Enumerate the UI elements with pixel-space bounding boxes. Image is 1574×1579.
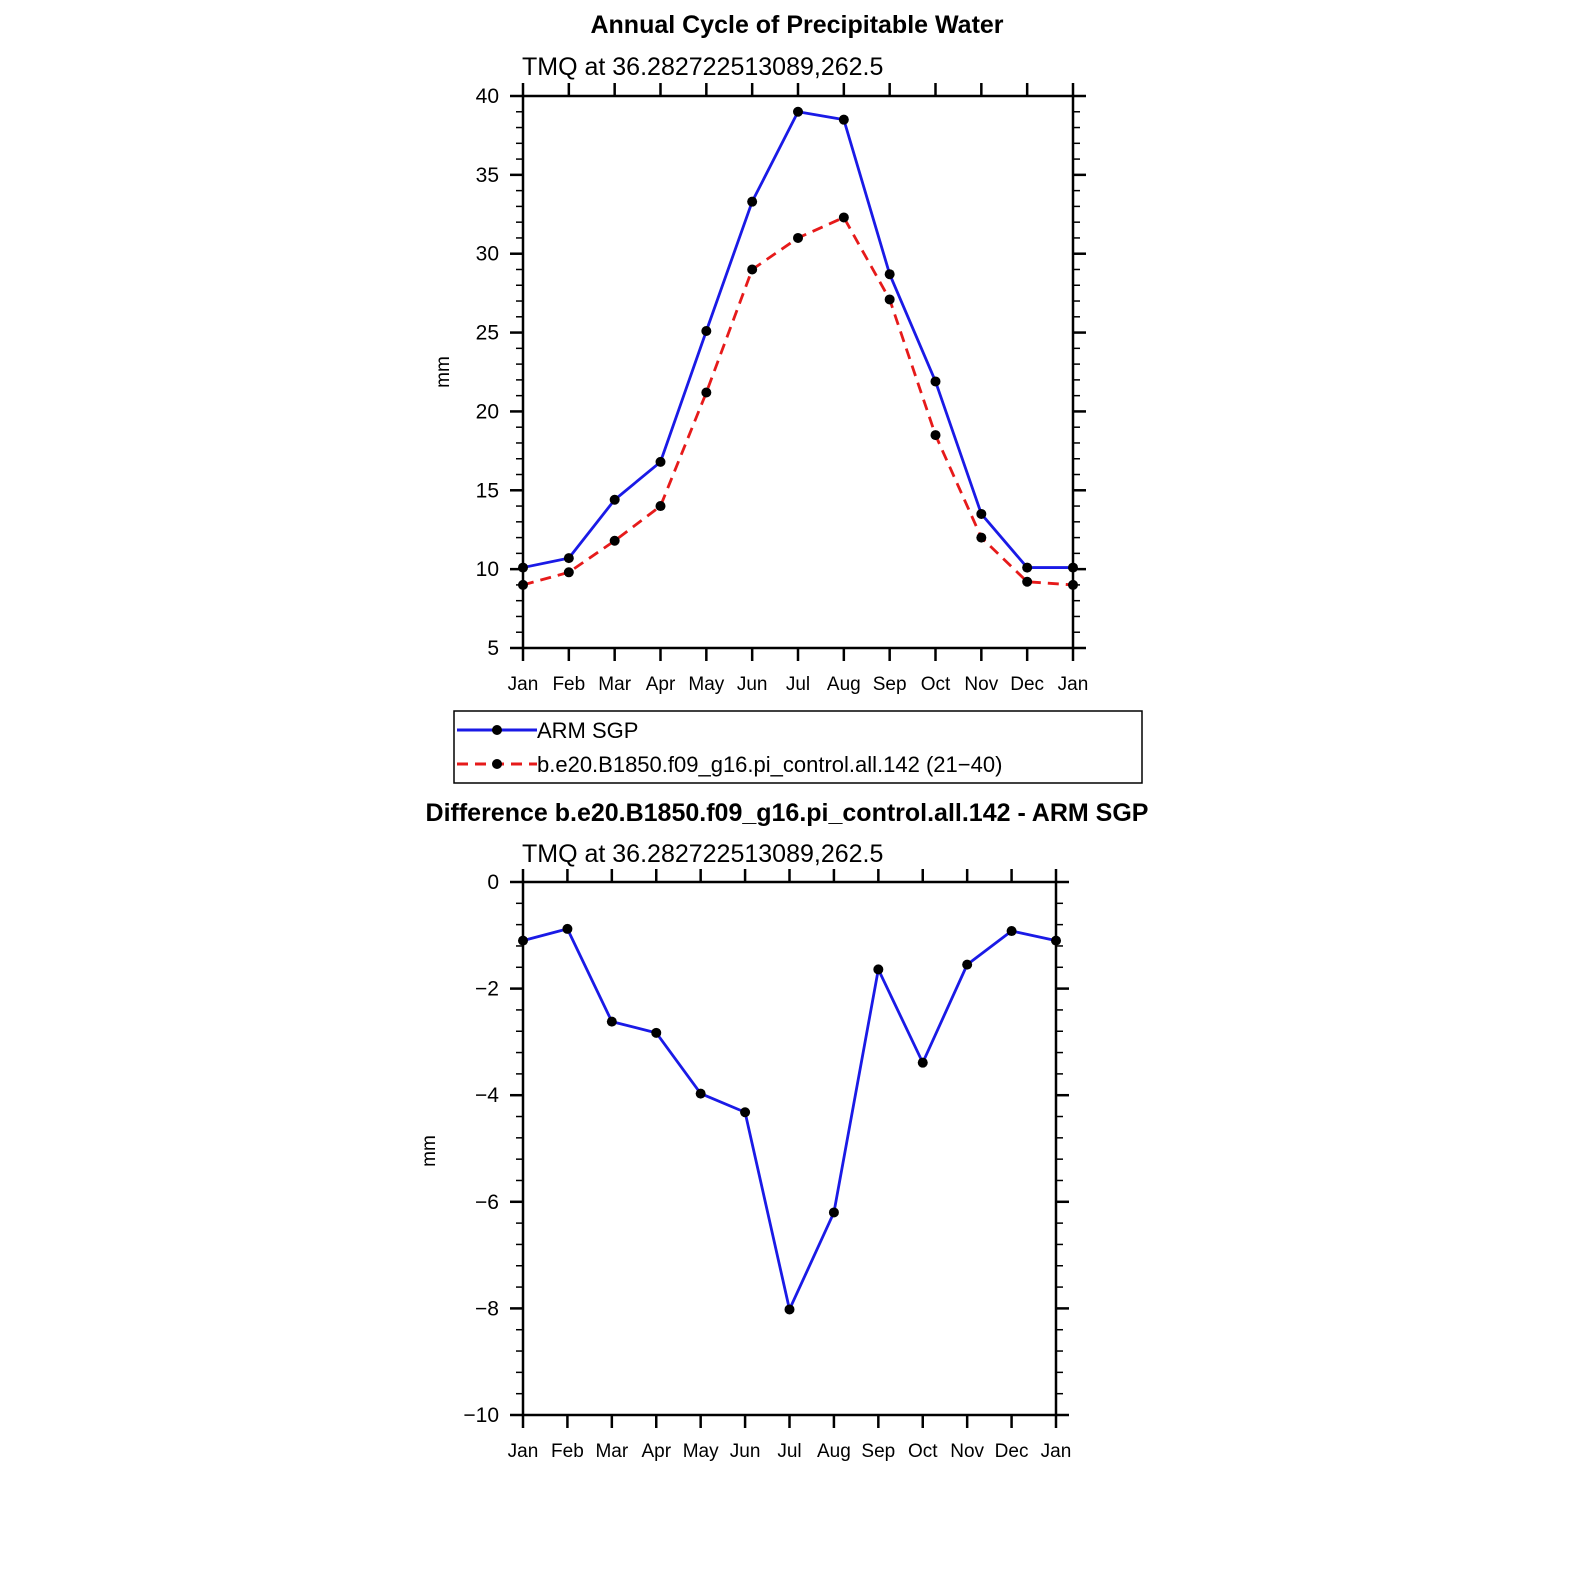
bottom-chart-series-line-0 [523,929,1056,1310]
bottom-chart-ylabel: mm [419,1135,440,1167]
bottom-chart-ytick-label: 0 [487,871,499,894]
top-chart-series-0-point [1068,563,1078,573]
bottom-chart-series-0-point [829,1207,839,1217]
chart-figure: Annual Cycle of Precipitable Water TMQ a… [0,0,1574,1574]
bottom-chart-ytick-label: −6 [475,1191,499,1214]
bottom-chart-plot: 0 −2 −4 −6 −8 −10 Jan Feb Mar Apr May Jun Jul Aug Sep O… [463,869,1071,1462]
top-chart-series-0-point [518,563,528,573]
top-chart-xtick-label: May [688,674,724,695]
bottom-chart-series-0-point [962,960,972,970]
top-chart-series-0-point [701,326,711,336]
top-chart-series-0-point [1022,563,1032,573]
top-chart-xtick-label: Jul [786,674,810,695]
top-chart-xtick-label: Apr [646,674,676,695]
bottom-chart-xtick-label: Feb [551,1441,584,1462]
bottom-chart-xtick-label: Jan [508,1441,539,1462]
top-chart-plot-frame [523,96,1073,648]
bottom-chart-plot-frame [523,882,1056,1415]
top-chart-series-0-point [885,269,895,279]
bottom-chart-ytick-label: −4 [475,1084,499,1107]
top-chart-xtick-label: Dec [1010,674,1044,695]
bottom-chart-xtick-label: Oct [908,1441,938,1462]
top-chart-series-1-point [839,212,849,222]
top-chart-xtick-label: Jan [1058,674,1089,695]
bottom-chart-title: Difference b.e20.B1850.f09_g16.pi_contro… [426,799,1149,827]
top-chart-series-0-point [564,553,574,563]
bottom-chart-series-0-point [518,936,528,946]
top-chart-series-1-point [885,294,895,304]
top-chart-xtick-label: Mar [598,674,631,695]
top-chart-series-1-point [518,580,528,590]
bottom-chart-series-0-point [873,964,883,974]
bottom-chart-series-0-point [740,1107,750,1117]
bottom-chart-series-0-point [651,1028,661,1038]
top-chart-ytick-label: 30 [476,243,499,266]
top-chart-xtick-label: Feb [552,674,585,695]
top-chart-ytick-label: 20 [476,400,499,423]
top-chart-series-0-point [656,457,666,467]
bottom-chart-xtick-label: Jul [777,1441,801,1462]
top-chart-series-0-point [976,509,986,519]
top-chart-series-0-point [747,197,757,207]
bottom-chart-series-0-point [785,1304,795,1314]
chart-canvas: Annual Cycle of Precipitable Water TMQ a… [0,0,1574,1574]
top-chart-ytick-label: 15 [476,479,499,502]
bottom-chart-xtick-label: May [683,1441,719,1462]
bottom-chart-series-0-point [607,1017,617,1027]
top-chart-series-1-point [1022,577,1032,587]
bottom-chart-xtick-label: Apr [641,1441,671,1462]
top-chart-series-0-point [793,107,803,117]
top-chart-series-line-1 [523,217,1073,584]
bottom-chart-subtitle: TMQ at 36.282722513089,262.5 [522,840,883,868]
bottom-chart-xtick-label: Dec [995,1441,1029,1462]
top-chart-series-1-point [793,233,803,243]
top-chart-plot: 5 10 15 20 25 30 35 40 Jan Feb Mar Apr May Jun Jul Aug S… [476,83,1089,695]
top-chart-xtick-label: Jun [737,674,768,695]
bottom-chart-series-0-point [1051,936,1061,946]
top-chart-xtick-label: Aug [827,674,861,695]
top-chart-series-1-point [656,501,666,511]
top-chart-series-0-point [839,115,849,125]
top-chart-series-1-point [610,536,620,546]
bottom-chart-xtick-label: Jan [1041,1441,1072,1462]
bottom-chart-ytick-label: −10 [463,1404,499,1427]
bottom-chart-series-0-point [918,1058,928,1068]
bottom-chart-series-0-point [696,1089,706,1099]
bottom-chart-series-0-point [562,924,572,934]
top-chart-title: Annual Cycle of Precipitable Water [590,11,1003,39]
top-chart-series-0-point [610,495,620,505]
top-chart-series-1-point [747,264,757,274]
top-chart-ytick-label: 25 [476,322,499,345]
top-chart-xtick-label: Sep [873,674,907,695]
bottom-chart-xtick-label: Nov [950,1441,984,1462]
top-chart-ylabel: mm [433,356,454,388]
top-chart-ytick-label: 40 [476,85,499,108]
legend-label-obs: ARM SGP [537,718,638,743]
top-chart-ytick-label: 35 [476,164,499,187]
legend-marker-model [492,759,502,769]
top-chart-series-1-point [1068,580,1078,590]
top-chart-series-1-point [976,533,986,543]
top-chart-series-1-point [931,430,941,440]
top-chart-ytick-label: 5 [487,637,499,660]
legend-label-model: b.e20.B1850.f09_g16.pi_control.all.142 (… [537,752,1002,777]
top-chart-series-1-point [701,388,711,398]
top-chart-series-line-0 [523,112,1073,568]
bottom-chart-series-0-point [1007,926,1017,936]
bottom-chart-ytick-label: −2 [475,978,499,1001]
bottom-chart-xtick-label: Sep [861,1441,895,1462]
top-chart-subtitle: TMQ at 36.282722513089,262.5 [522,53,883,81]
top-chart-ytick-label: 10 [476,558,499,581]
top-chart-series-1-point [564,567,574,577]
legend: ARM SGP b.e20.B1850.f09_g16.pi_control.a… [454,711,1142,783]
top-chart-xtick-label: Jan [508,674,539,695]
legend-marker-obs [492,725,502,735]
bottom-chart-xtick-label: Mar [595,1441,628,1462]
top-chart-series-0-point [931,376,941,386]
bottom-chart-xtick-label: Jun [730,1441,761,1462]
top-chart-xtick-label: Oct [921,674,951,695]
bottom-chart-xtick-label: Aug [817,1441,851,1462]
top-chart-xtick-label: Nov [964,674,998,695]
bottom-chart-ytick-label: −8 [475,1297,499,1320]
